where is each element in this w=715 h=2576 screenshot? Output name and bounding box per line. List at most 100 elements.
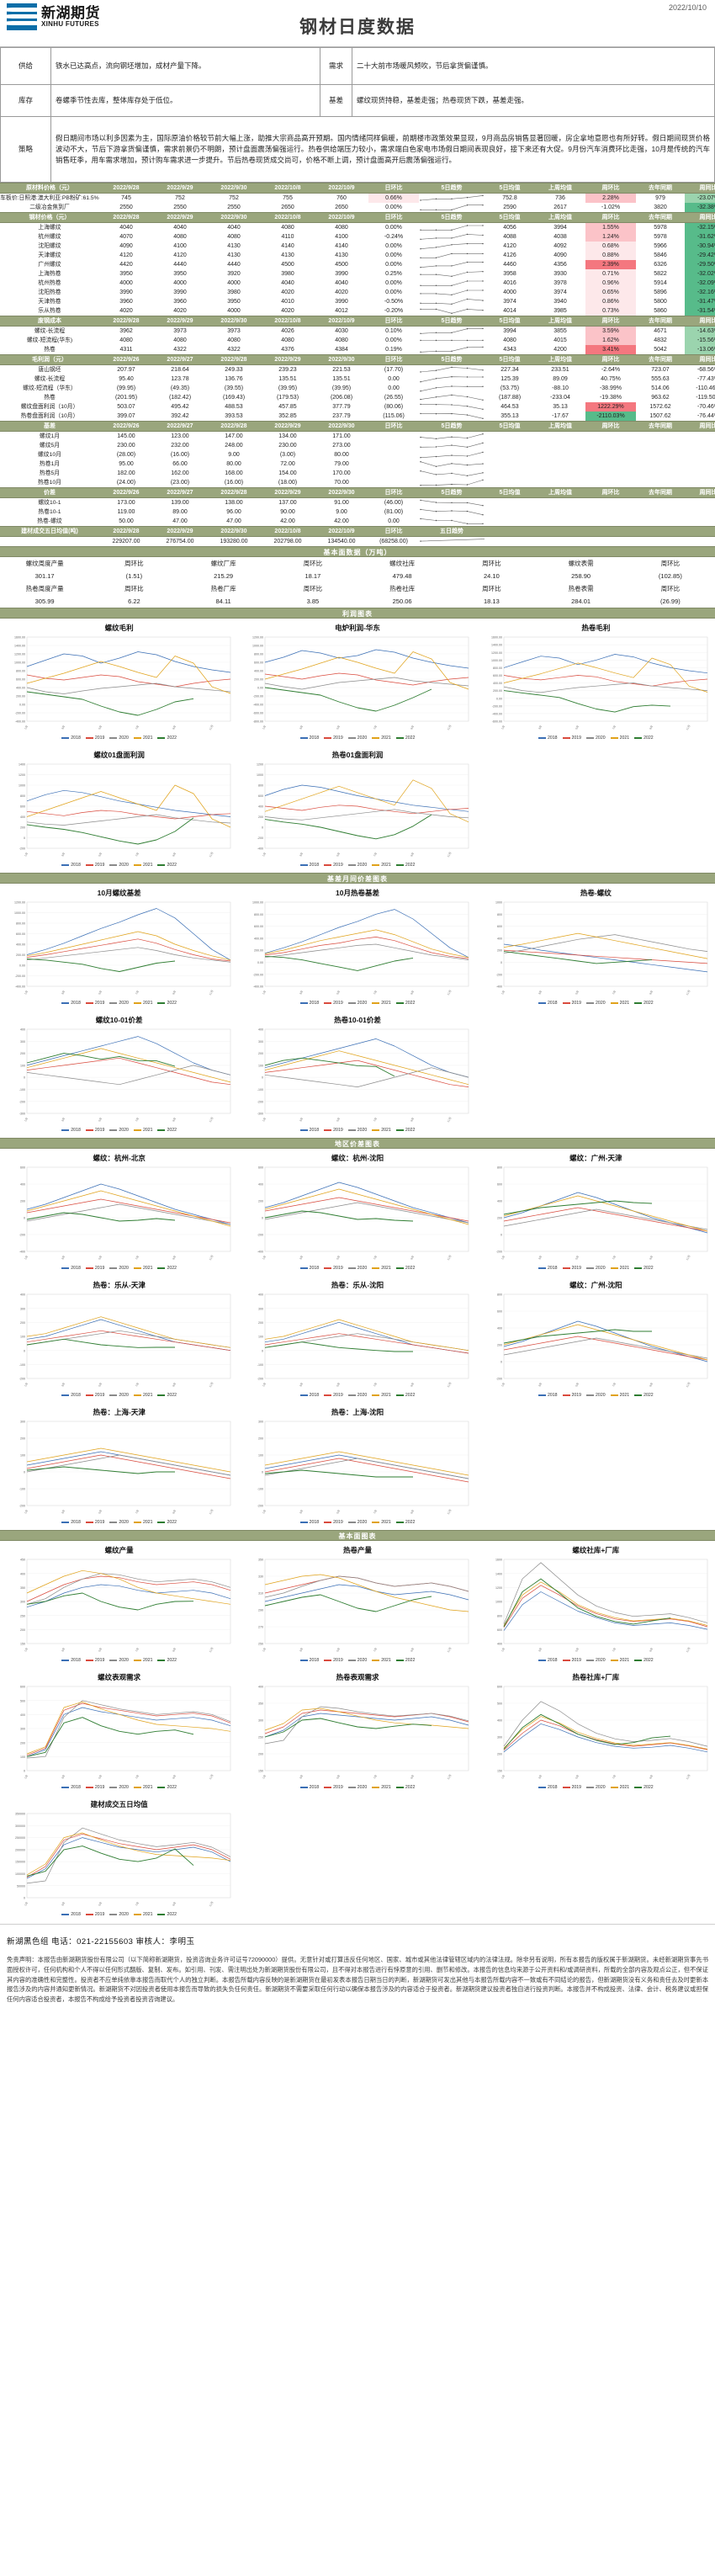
col-lastyear: 去年同期: [636, 316, 685, 327]
svg-text:9月: 9月: [172, 725, 177, 730]
data-cell: 4440: [173, 262, 187, 268]
legend-swatch: [395, 1267, 404, 1269]
avg5-cell: 4016: [503, 280, 516, 286]
table-row: 301.17 (1.51) 215.29 18.17 479.48 24.10 258.90…: [0, 570, 715, 582]
table-row: 天津螺纹 4120 4120 4130 4130 4130 0.00% 4126 4090 0.8…: [0, 251, 715, 260]
col-trend: 5日趋势: [419, 212, 485, 223]
wow-cell: 0.86%: [585, 297, 636, 306]
lastweek-avg-cell: [535, 450, 585, 459]
data-cell: 3973: [227, 328, 241, 334]
wow-cell: 0.88%: [585, 251, 636, 260]
legend-swatch: [538, 1394, 546, 1396]
lastweek-avg-cell: 4038: [553, 234, 567, 240]
data-cell: 4130: [227, 243, 241, 249]
avg5-cell: 4460: [503, 262, 516, 268]
legend-item: 2022: [634, 1266, 654, 1271]
col-dod: 日环比: [368, 526, 419, 537]
svg-text:7月: 7月: [373, 725, 378, 730]
svg-text:1400.00: 1400.00: [14, 645, 25, 648]
legend-item: 2018: [61, 1658, 81, 1663]
avg5-cell: 227.34: [500, 367, 519, 373]
col-lastyear: 去年同期: [636, 421, 685, 432]
data-cell: 276754.00: [166, 539, 194, 544]
svg-text:-100: -100: [19, 1488, 25, 1491]
basic-header-cell: 热卷表需: [568, 585, 594, 592]
lastyear-cell: 4832: [654, 337, 667, 343]
lastyear-cell: 5978: [654, 234, 667, 240]
chart-legend: 2018 2019 2020 2021 2022: [479, 1001, 713, 1006]
wow-cell: 0.71%: [585, 269, 636, 279]
data-cell: 4080: [281, 225, 294, 231]
svg-text:100: 100: [258, 1336, 263, 1339]
yoy-cell: -76.44%: [696, 413, 715, 419]
section-header-row: 基差 2022/9/26 2022/9/27 2022/9/28 2022/9/29 20…: [0, 421, 715, 432]
data-cell: 4080: [335, 337, 348, 343]
data-cell: 168.00: [225, 470, 243, 476]
chart-section-band: 基本面图表: [0, 1530, 715, 1541]
data-cell: 495.42: [171, 404, 189, 410]
legend-item: 2022: [395, 1520, 415, 1525]
col-lastweek-avg: 上周均值: [535, 487, 585, 498]
legend-swatch: [634, 1002, 643, 1004]
basic-header-cell: 周环比: [124, 560, 144, 567]
report-page: 新湖期货 XINHU FUTURES 钢材日度数据 2022/10/10 供给 …: [0, 3, 715, 2003]
svg-text:3月: 3月: [61, 1382, 66, 1387]
lastyear-cell: 5800: [654, 299, 667, 305]
data-cell: 66.00: [172, 461, 188, 467]
basic-value-cell: (1.51): [125, 572, 143, 580]
chart-title: 热卷-螺纹: [580, 889, 612, 897]
svg-text:600.00: 600.00: [254, 661, 263, 665]
col-yoy: 周同比: [685, 183, 715, 194]
chart-legend: 2018 2019 2020 2021 2022: [479, 1658, 713, 1663]
chart-cell: 螺纹：杭州-北京 600 400 200 0 -200 -400 1月 3月 5月 7月 9月 11月 2…: [0, 1149, 238, 1276]
svg-text:-200: -200: [19, 1234, 25, 1237]
chart-title: 热卷毛利: [581, 624, 611, 632]
legend-swatch: [347, 864, 356, 866]
svg-text:400.00: 400.00: [254, 937, 263, 941]
data-cell: 218.64: [171, 367, 189, 373]
data-cell: (3.00): [279, 452, 296, 458]
legend-swatch: [634, 1660, 643, 1661]
row-label: 螺纹盘面利润（10月）: [20, 404, 79, 410]
col-wow: 周环比: [585, 316, 636, 327]
svg-text:1200: 1200: [19, 773, 25, 777]
svg-text:300: 300: [497, 1736, 502, 1739]
legend-swatch: [586, 1267, 595, 1269]
legend-item: 2021: [372, 736, 391, 741]
chart-cell: 螺纹表观需求 600 500 400 300 200 100 0 1月 3月 5月 7月 9月 11月 20…: [0, 1668, 238, 1795]
data-cell: 4080: [173, 337, 187, 343]
svg-text:-200: -200: [495, 973, 501, 976]
chart-cell: 螺纹社库+厂库 1600 1400 1200 1000 800 600 400 1月 3月 5月 7月…: [477, 1541, 715, 1668]
row-label: 热卷盘面利润（10月）: [20, 413, 79, 419]
legend-swatch: [634, 1394, 643, 1396]
legend-swatch: [85, 1394, 93, 1396]
chart-canvas: 400 300 200 100 0 -100 -200 1月 3月 5月 7月 9月 11月: [2, 1291, 236, 1392]
chart-legend: 2018 2019 2020 2021 2022: [2, 1658, 236, 1663]
avg5-cell: 752.8: [502, 195, 517, 201]
section-title: 建材成交五日均值(吨): [0, 526, 99, 537]
svg-text:1000.00: 1000.00: [14, 661, 25, 665]
table-row: 供给 铁水已达高点，流向钢坯增加，成材产量下降。 需求 二十大前市场暖风频吹，节…: [0, 47, 715, 85]
svg-text:200: 200: [20, 1052, 25, 1055]
legend-swatch: [61, 1914, 70, 1915]
svg-text:11月: 11月: [447, 852, 453, 858]
table-row: 热卷 (201.95) (182.42) (169.43) (179.53) (206.0…: [0, 393, 715, 402]
chart-legend: 2018 2019 2020 2021 2022: [2, 1520, 236, 1525]
svg-text:1400: 1400: [19, 763, 25, 767]
yoy-cell: -31.47%: [685, 297, 715, 306]
svg-text:450: 450: [20, 1559, 25, 1562]
legend-item: 2022: [157, 1785, 177, 1790]
data-cell: 123.78: [171, 376, 189, 382]
svg-text:11月: 11月: [209, 1255, 214, 1261]
row-label: 螺纹10-1: [38, 500, 61, 506]
legend-swatch: [634, 1787, 643, 1788]
svg-text:9月: 9月: [649, 990, 654, 995]
svg-text:5月: 5月: [98, 990, 103, 995]
legend-swatch: [157, 1522, 166, 1523]
date-column-header: 2022/9/28: [207, 354, 261, 365]
legend-item: 2020: [109, 1520, 129, 1525]
data-cell: (206.08): [330, 395, 353, 401]
legend-swatch: [562, 737, 570, 739]
legend-swatch: [324, 1660, 332, 1661]
wow-cell: [585, 450, 636, 459]
